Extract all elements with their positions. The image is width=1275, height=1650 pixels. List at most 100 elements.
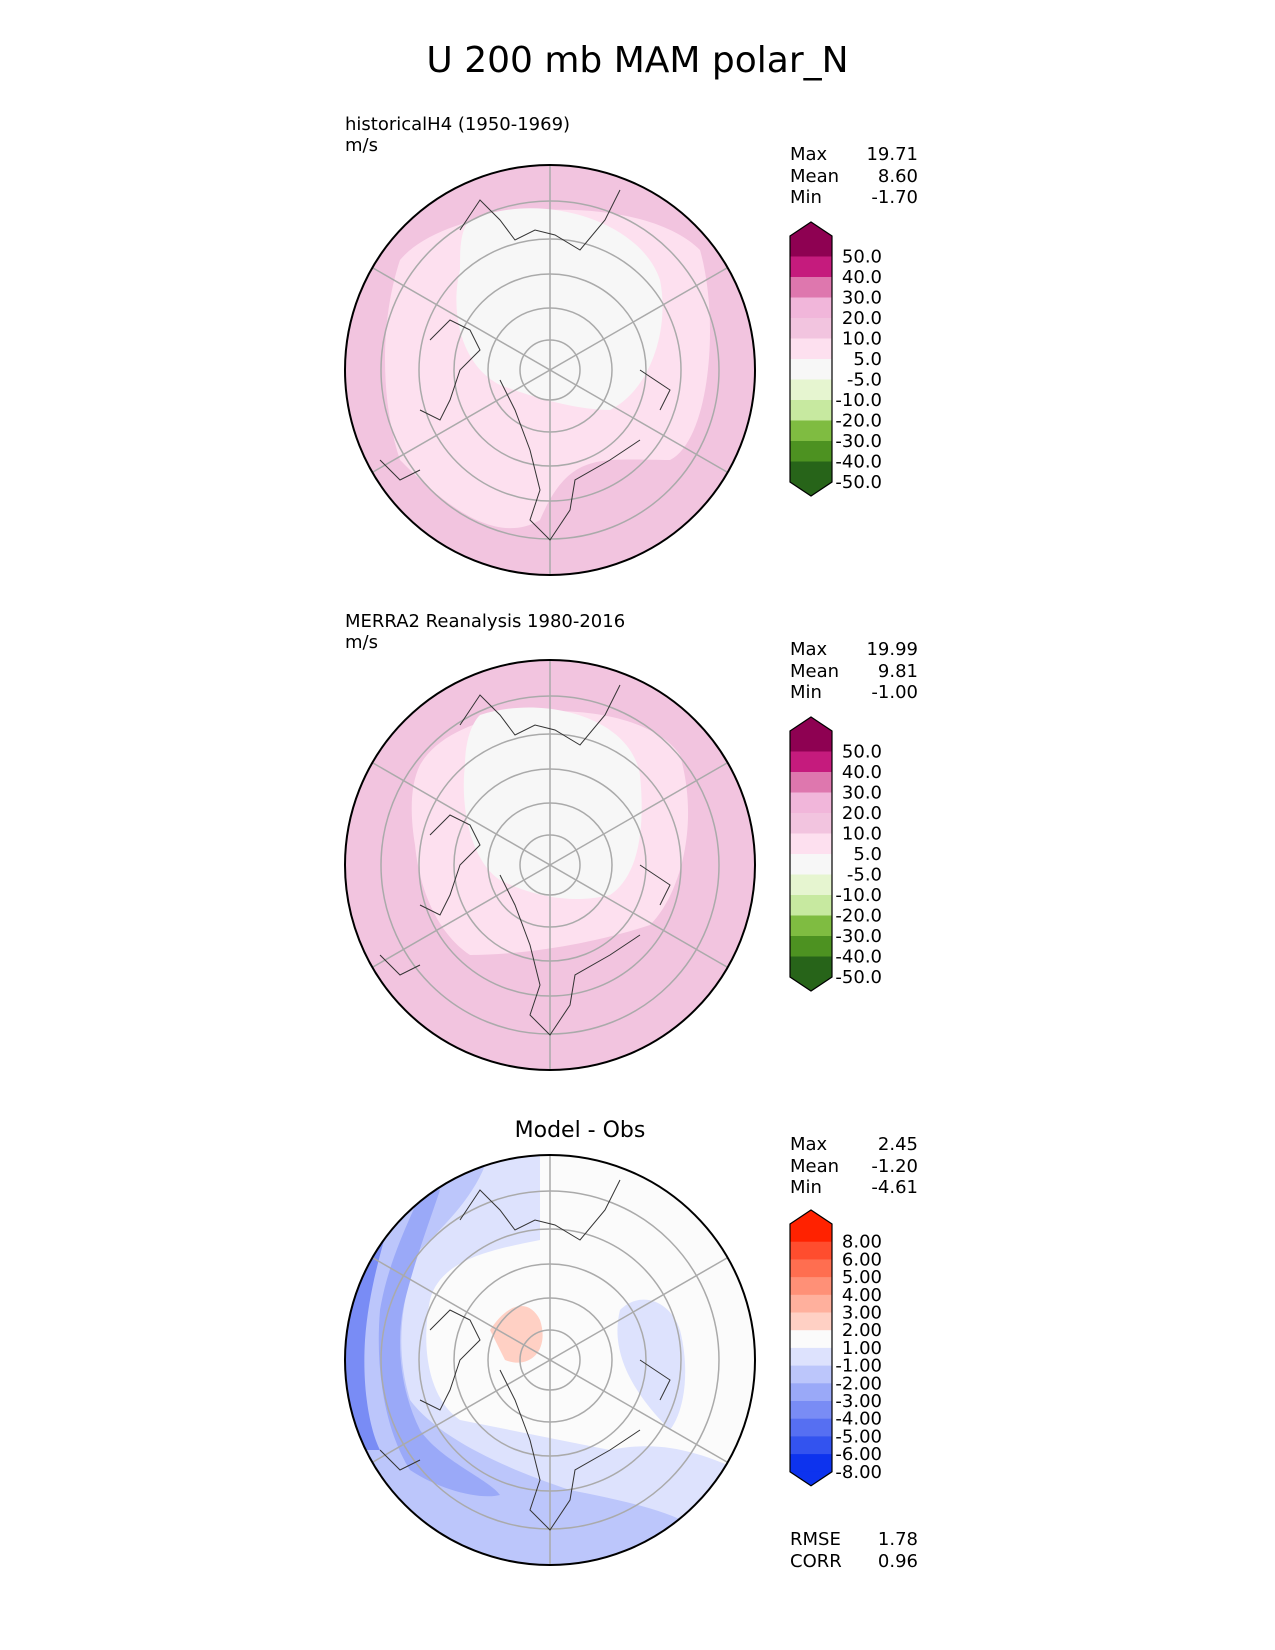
colorbar-tick-label: -10.0 xyxy=(835,885,882,906)
colorbar-tick-label: 3.00 xyxy=(842,1303,882,1324)
colorbar-extend-max xyxy=(790,1210,832,1224)
colorbar-segment xyxy=(790,792,832,814)
panel-3-title: Model - Obs xyxy=(514,1118,646,1143)
colorbar-segment xyxy=(790,731,832,753)
colorbar-tick-label: -4.00 xyxy=(835,1409,882,1430)
stat-value: -1.20 xyxy=(871,1155,918,1177)
colorbar-segment xyxy=(790,956,832,978)
colorbar-tick-label: 10.0 xyxy=(842,824,882,845)
colorbar-tick-label: 10.0 xyxy=(842,329,882,350)
colorbar-segment xyxy=(790,420,832,442)
stat-label: Min xyxy=(790,1177,822,1198)
colorbar-tick-label: 8.00 xyxy=(842,1232,882,1253)
panel-1-stats: Max 19.71 Mean 8.60 Min -1.70 xyxy=(790,144,918,209)
colorbar-segment xyxy=(790,895,832,917)
colorbar-tick-label: -50.0 xyxy=(835,967,882,988)
colorbar-tick-label: 2.00 xyxy=(842,1320,882,1341)
stat-value: -4.61 xyxy=(871,1177,918,1198)
colorbar-segment xyxy=(790,1259,832,1278)
colorbar-tick-label: -20.0 xyxy=(835,906,882,927)
map-boundary xyxy=(344,659,756,1071)
colorbar-tick-label: -30.0 xyxy=(835,926,882,947)
colorbar-segment xyxy=(790,236,832,258)
colorbar-outline xyxy=(789,716,833,992)
panel-3-colorbar: 8.006.005.004.003.002.001.00-1.00-2.00-3… xyxy=(789,1209,882,1487)
stat-label: Max xyxy=(790,144,828,165)
colorbar-tick-label: 20.0 xyxy=(842,308,882,329)
coastlines xyxy=(379,189,671,541)
colorbar-segment xyxy=(790,318,832,340)
field-band-neg2-neg1 xyxy=(617,1299,686,1430)
stat-value: -1.70 xyxy=(871,187,918,208)
colorbar-tick-label: -40.0 xyxy=(835,947,882,968)
colorbar-segment xyxy=(790,1454,832,1473)
colorbar-tick-label: -30.0 xyxy=(835,431,882,452)
colorbar-segment xyxy=(790,833,832,855)
colorbar-segment xyxy=(790,441,832,463)
colorbar-tick-label: 50.0 xyxy=(842,742,882,763)
stat-value: 19.99 xyxy=(866,639,918,660)
colorbar-extend-min xyxy=(790,977,832,991)
panel-2-units: m/s xyxy=(345,632,378,653)
metric-label: CORR xyxy=(790,1550,842,1572)
colorbar-segment xyxy=(790,1224,832,1243)
coastlines xyxy=(379,1179,671,1531)
stat-label: Min xyxy=(790,187,822,208)
colorbar-segment xyxy=(790,813,832,835)
colorbar-extend-min xyxy=(790,1471,832,1486)
colorbar-outline xyxy=(789,221,833,497)
stat-label: Mean xyxy=(790,1155,840,1177)
panel-2-map xyxy=(344,659,756,1071)
colorbar-segment xyxy=(790,874,832,896)
colorbar-segment xyxy=(790,1383,832,1402)
colorbar-segment xyxy=(790,1330,832,1349)
colorbar-segment xyxy=(790,297,832,319)
colorbar-segment xyxy=(790,936,832,958)
colorbar-segment xyxy=(790,1401,832,1420)
colorbar-tick-label: -5.0 xyxy=(847,865,882,886)
panel-1-map xyxy=(344,164,756,576)
field-band-neg4-neg3 xyxy=(345,1155,500,1497)
panel-2-colorbar: 50.040.030.020.010.05.0-5.0-10.0-20.0-30… xyxy=(789,716,882,992)
stat-label: Min xyxy=(790,682,822,703)
metric-value: 0.96 xyxy=(877,1550,918,1572)
colorbar-tick-label: -5.0 xyxy=(847,370,882,391)
colorbar-segment xyxy=(790,400,832,422)
stat-value: 9.81 xyxy=(877,660,918,682)
colorbar-segment xyxy=(790,1241,832,1260)
panel-1-colorbar: 50.040.030.020.010.05.0-5.0-10.0-20.0-30… xyxy=(789,221,882,497)
stat-value: 2.45 xyxy=(877,1134,918,1155)
colorbar-tick-label: 4.00 xyxy=(842,1285,882,1306)
colorbar-segment xyxy=(790,772,832,794)
panel-1-title: historicalH4 (1950-1969) xyxy=(345,114,571,135)
colorbar-segment xyxy=(790,359,832,381)
colorbar-tick-label: 6.00 xyxy=(842,1249,882,1270)
colorbar-segment xyxy=(790,1312,832,1331)
colorbar-tick-label: -8.00 xyxy=(835,1462,882,1483)
colorbar-tick-label: -5.00 xyxy=(835,1426,882,1447)
figure-title: U 200 mb MAM polar_N xyxy=(426,40,849,81)
map-boundary xyxy=(344,1154,756,1566)
colorbar-segment xyxy=(790,1294,832,1314)
colorbar-tick-label: 30.0 xyxy=(842,783,882,804)
colorbar-segment xyxy=(790,1436,832,1455)
colorbar-tick-label: -3.00 xyxy=(835,1391,882,1412)
colorbar-tick-label: -1.00 xyxy=(835,1356,882,1377)
map-boundary xyxy=(344,164,756,576)
colorbar-segment xyxy=(790,277,832,299)
colorbar-extend-min xyxy=(790,482,832,496)
stat-value: -1.00 xyxy=(871,682,918,703)
panel-3-stats: Max 2.45 Mean -1.20 Min -4.61 xyxy=(790,1134,918,1199)
stat-label: Max xyxy=(790,639,828,660)
metric-label: RMSE xyxy=(790,1529,841,1550)
colorbar-segment xyxy=(790,1277,832,1296)
colorbar-segment xyxy=(790,379,832,401)
colorbar-segment xyxy=(790,751,832,773)
colorbar-tick-label: 50.0 xyxy=(842,247,882,268)
colorbar-segment xyxy=(790,1347,832,1367)
stat-value: 19.71 xyxy=(866,144,918,165)
colorbar-segment xyxy=(790,915,832,937)
stat-label: Mean xyxy=(790,165,840,187)
colorbar-tick-label: -20.0 xyxy=(835,411,882,432)
colorbar-segment xyxy=(790,256,832,278)
